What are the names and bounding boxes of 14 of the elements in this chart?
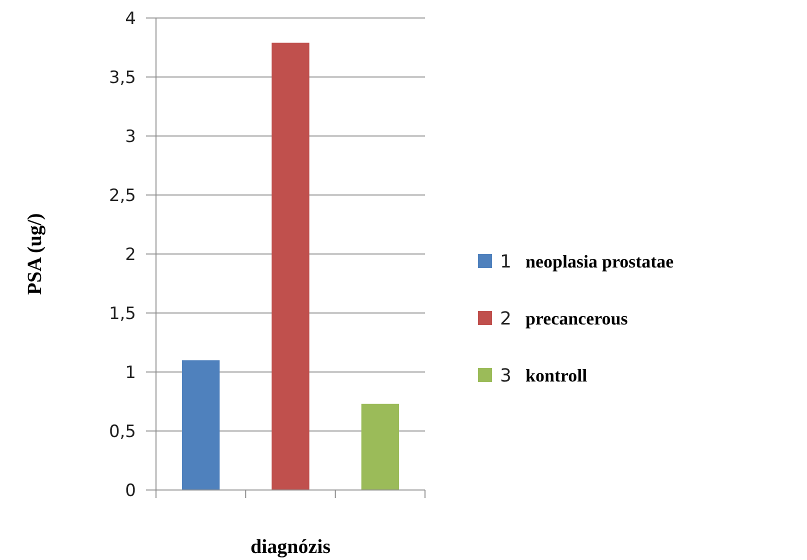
y-tick-label: 2,5 [108, 186, 136, 206]
y-tick-label: 4 [125, 8, 136, 29]
y-tick-label: 0 [125, 480, 136, 501]
y-tick-label: 1 [125, 362, 136, 383]
x-axis-title: diagnózis [250, 536, 331, 558]
y-tick-label: 0,5 [108, 422, 136, 442]
y-axis-title: PSA (ug/) [24, 213, 46, 295]
legend-label: 2 precancerous [500, 308, 628, 330]
y-tick-label: 3,5 [108, 68, 136, 88]
y-tick-label: 3 [125, 126, 136, 147]
legend-label: 3 kontroll [500, 365, 588, 386]
y-tick-label: 2 [125, 244, 136, 265]
y-tick-label: 1,5 [108, 304, 136, 324]
legend-label: 1 neoplasia prostatae [500, 251, 674, 272]
